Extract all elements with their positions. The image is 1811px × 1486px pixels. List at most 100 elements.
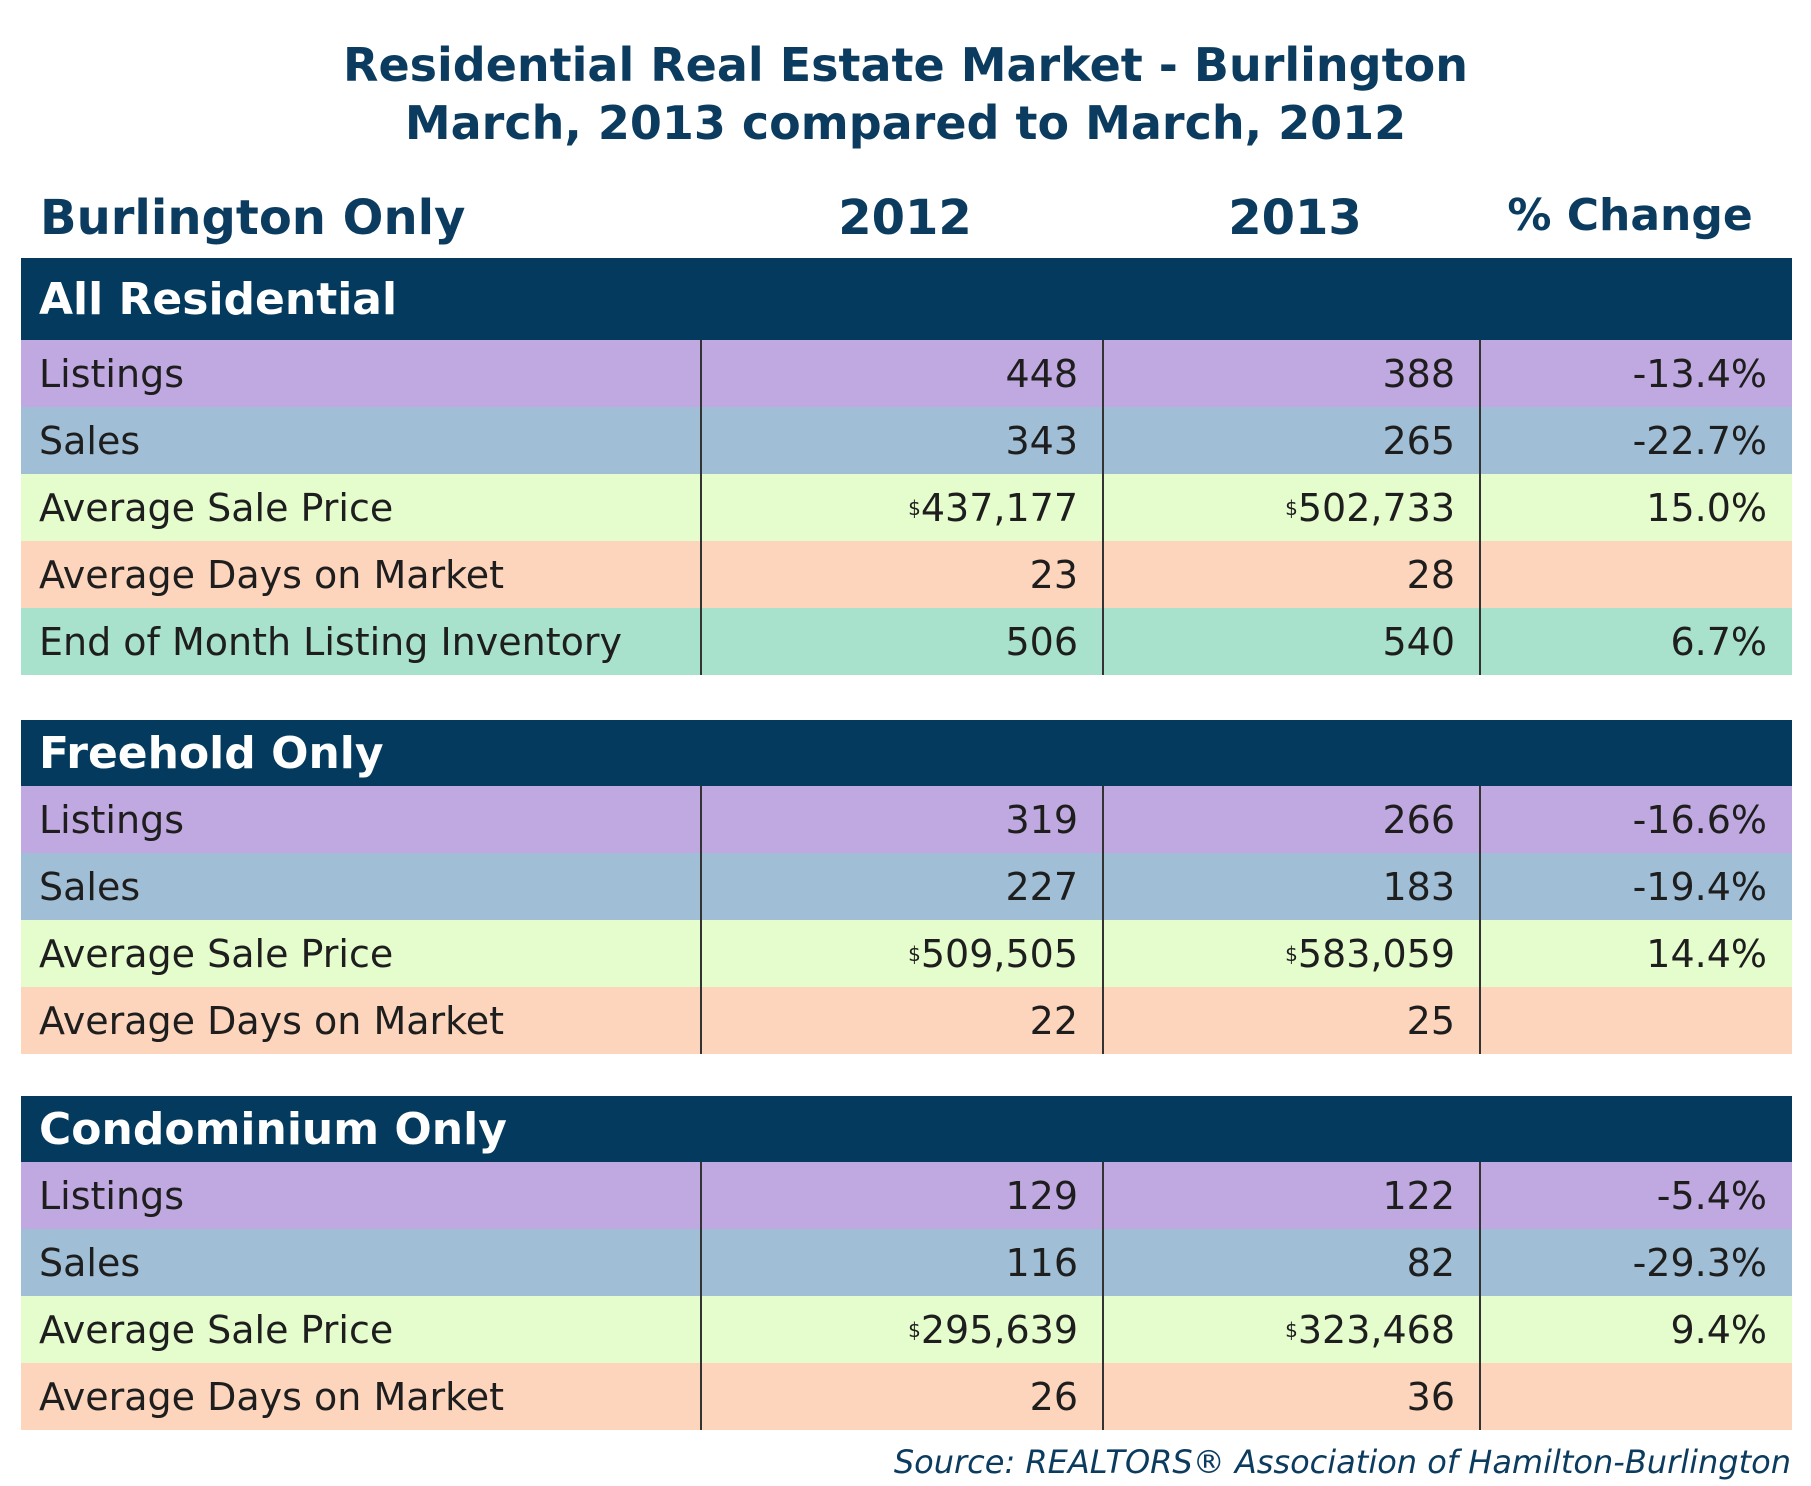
table-row: Average Sale Price $437,177 $502,733 15.0% xyxy=(21,474,1792,541)
table-row: Average Days on Market 26 36 xyxy=(21,1363,1792,1430)
column-divider xyxy=(1479,608,1481,675)
row-label: Listings xyxy=(39,797,184,842)
currency-symbol: $ xyxy=(908,941,921,966)
column-divider xyxy=(1479,987,1481,1054)
column-divider xyxy=(1102,474,1104,541)
column-divider xyxy=(1102,920,1104,987)
cell: $437,177 xyxy=(701,474,1103,541)
currency-symbol: $ xyxy=(908,1317,921,1342)
column-divider xyxy=(700,541,702,608)
column-divider xyxy=(1102,1296,1104,1363)
cell: 22 xyxy=(1029,998,1078,1043)
table-row: Average Sale Price $295,639 $323,468 9.4% xyxy=(21,1296,1792,1363)
amount: 583,059 xyxy=(1297,931,1455,976)
section-header: Condominium Only xyxy=(21,1096,1792,1162)
column-divider xyxy=(1102,541,1104,608)
row-label: Average Days on Market xyxy=(39,998,505,1043)
row-label: Average Days on Market xyxy=(39,1374,505,1419)
cell: 15.0% xyxy=(1646,485,1767,530)
column-divider xyxy=(1102,1162,1104,1229)
column-divider xyxy=(700,340,702,407)
cell: $502,733 xyxy=(1103,474,1480,541)
row-label: Average Sale Price xyxy=(39,931,394,976)
title-line-2: March, 2013 compared to March, 2012 xyxy=(404,96,1407,150)
column-divider xyxy=(1479,1162,1481,1229)
table-row: Sales 116 82 -29.3% xyxy=(21,1229,1792,1296)
column-divider xyxy=(1102,1229,1104,1296)
row-label: Sales xyxy=(39,418,141,463)
column-divider xyxy=(1102,786,1104,853)
cell: $509,505 xyxy=(701,920,1103,987)
cell: 36 xyxy=(1406,1374,1455,1419)
column-divider xyxy=(1479,786,1481,853)
cell: -19.4% xyxy=(1632,864,1767,909)
currency-symbol: $ xyxy=(1285,1317,1298,1342)
column-divider xyxy=(700,920,702,987)
table-row: Listings 319 266 -16.6% xyxy=(21,786,1792,853)
table-row: Average Days on Market 23 28 xyxy=(21,541,1792,608)
cell: 265 xyxy=(1382,418,1455,463)
column-divider xyxy=(1479,1296,1481,1363)
cell: 6.7% xyxy=(1670,619,1767,664)
column-divider xyxy=(700,1162,702,1229)
column-divider xyxy=(700,1229,702,1296)
amount: 323,468 xyxy=(1297,1307,1455,1352)
cell: 14.4% xyxy=(1646,931,1767,976)
column-divider xyxy=(700,608,702,675)
column-divider xyxy=(1479,541,1481,608)
cell: 448 xyxy=(1005,351,1078,396)
cell: 122 xyxy=(1382,1173,1455,1218)
column-divider xyxy=(700,1363,702,1430)
cell: 183 xyxy=(1382,864,1455,909)
column-divider xyxy=(700,987,702,1054)
column-divider xyxy=(700,786,702,853)
currency-symbol: $ xyxy=(908,495,921,520)
column-divider xyxy=(1479,1363,1481,1430)
table-row: Average Days on Market 22 25 xyxy=(21,987,1792,1054)
cell: 388 xyxy=(1382,351,1455,396)
cell: 26 xyxy=(1029,1374,1078,1419)
cell: $295,639 xyxy=(701,1296,1103,1363)
column-header: % Change xyxy=(1507,190,1753,241)
column-divider xyxy=(1102,340,1104,407)
cell: 116 xyxy=(1005,1240,1078,1285)
row-label: Average Sale Price xyxy=(39,485,394,530)
column-header: 2013 xyxy=(1228,190,1362,246)
cell: 319 xyxy=(1005,797,1078,842)
amount: 437,177 xyxy=(920,485,1078,530)
column-divider xyxy=(700,474,702,541)
cell: $583,059 xyxy=(1103,920,1480,987)
cell: -16.6% xyxy=(1632,797,1767,842)
row-label: Sales xyxy=(39,1240,141,1285)
amount: 295,639 xyxy=(920,1307,1078,1352)
column-divider xyxy=(1102,608,1104,675)
amount: 509,505 xyxy=(920,931,1078,976)
cell: $323,468 xyxy=(1103,1296,1480,1363)
row-label: End of Month Listing Inventory xyxy=(39,619,622,664)
column-divider xyxy=(700,853,702,920)
cell: 9.4% xyxy=(1670,1307,1767,1352)
source: Source: REALTORS® Association of Hamilto… xyxy=(893,1443,1791,1481)
amount: 502,733 xyxy=(1297,485,1455,530)
column-divider xyxy=(1102,1363,1104,1430)
title-line-1: Residential Real Estate Market - Burling… xyxy=(343,38,1468,92)
cell: -13.4% xyxy=(1632,351,1767,396)
currency-symbol: $ xyxy=(1285,495,1298,520)
table-row: Listings 448 388 -13.4% xyxy=(21,340,1792,407)
column-divider xyxy=(1479,474,1481,541)
column-divider xyxy=(1102,987,1104,1054)
column-divider xyxy=(1479,1229,1481,1296)
currency-symbol: $ xyxy=(1285,941,1298,966)
cell: 266 xyxy=(1382,797,1455,842)
section-header: All Residential xyxy=(21,258,1792,340)
column-header: 2012 xyxy=(838,190,972,246)
table-row: End of Month Listing Inventory 506 540 6.7% xyxy=(21,608,1792,675)
column-divider xyxy=(1479,407,1481,474)
row-label: Listings xyxy=(39,351,184,396)
column-divider xyxy=(700,407,702,474)
cell: 227 xyxy=(1005,864,1078,909)
cell: 23 xyxy=(1029,552,1078,597)
table-row: Listings 129 122 -5.4% xyxy=(21,1162,1792,1229)
cell: 28 xyxy=(1406,552,1455,597)
